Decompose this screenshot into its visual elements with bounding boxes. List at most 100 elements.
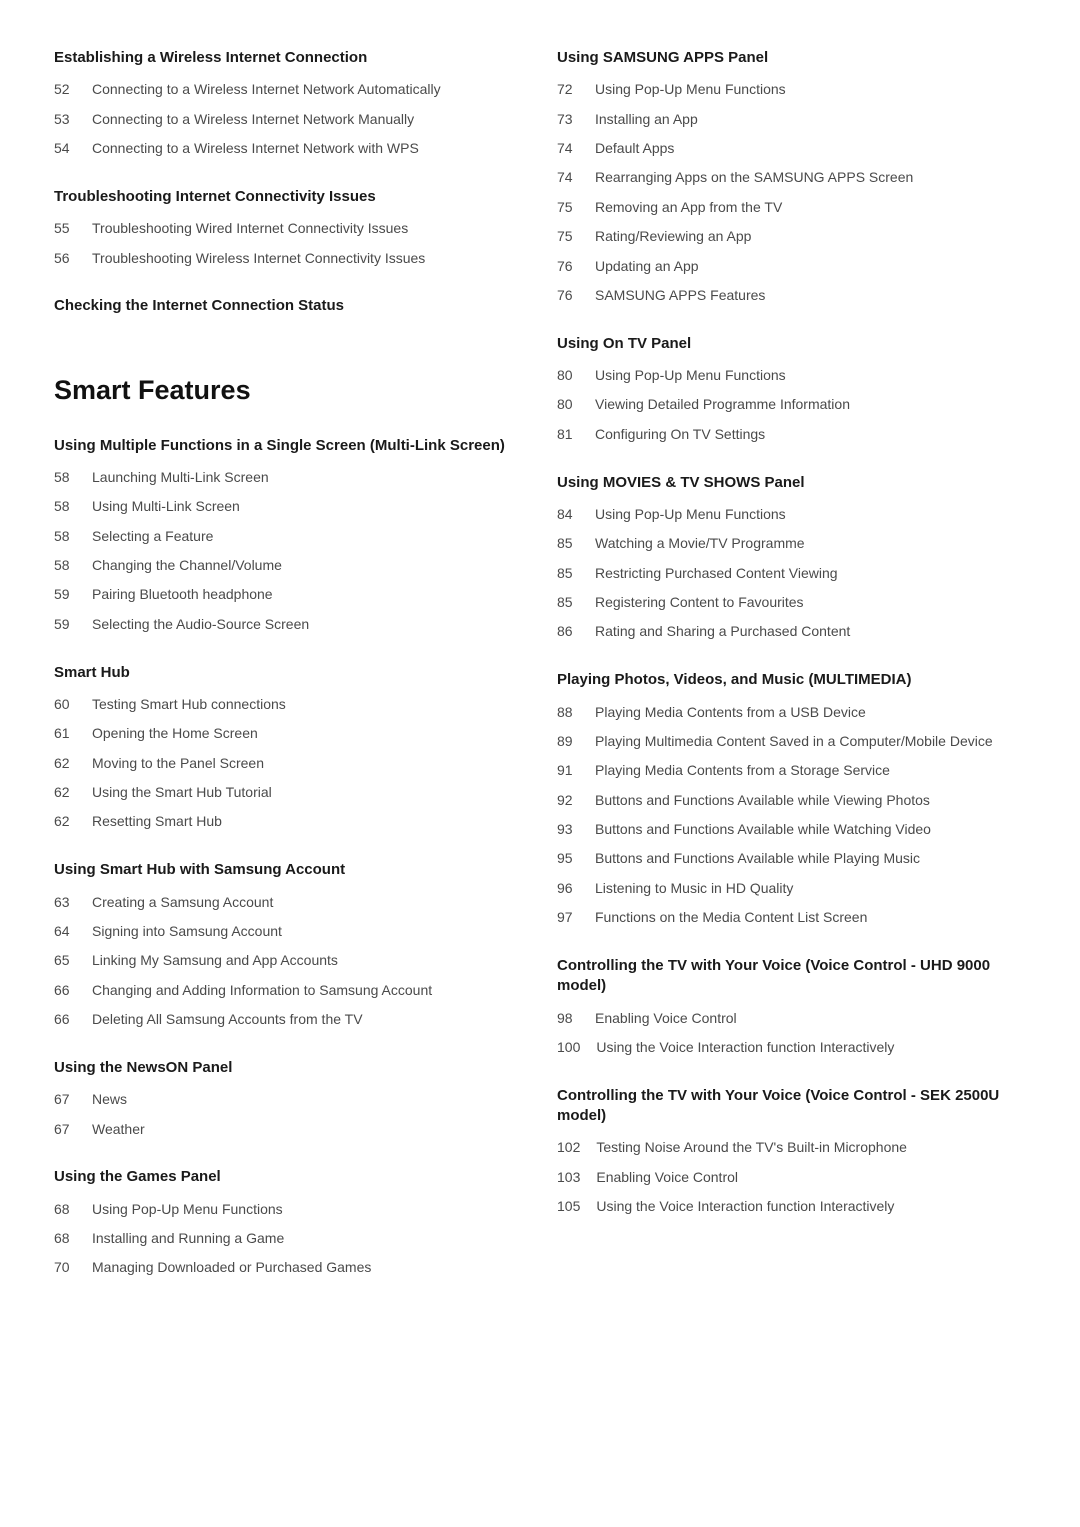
toc-page-number: 74	[557, 168, 579, 188]
toc-entry[interactable]: 86Rating and Sharing a Purchased Content	[557, 622, 1026, 642]
toc-entry[interactable]: 75Rating/Reviewing an App	[557, 227, 1026, 247]
toc-entry[interactable]: 95Buttons and Functions Available while …	[557, 849, 1026, 869]
toc-entry[interactable]: 81Configuring On TV Settings	[557, 425, 1026, 445]
toc-entry[interactable]: 67Weather	[54, 1120, 523, 1140]
toc-entry[interactable]: 93Buttons and Functions Available while …	[557, 820, 1026, 840]
toc-entry-title: Buttons and Functions Available while Wa…	[595, 820, 1026, 840]
toc-entry-title: Rating/Reviewing an App	[595, 227, 1026, 247]
toc-entry[interactable]: 64Signing into Samsung Account	[54, 922, 523, 942]
toc-entry[interactable]: 102Testing Noise Around the TV's Built-i…	[557, 1138, 1026, 1158]
toc-entry[interactable]: 53Connecting to a Wireless Internet Netw…	[54, 110, 523, 130]
section-heading[interactable]: Troubleshooting Internet Connectivity Is…	[54, 187, 523, 207]
toc-entry[interactable]: 91Playing Media Contents from a Storage …	[557, 761, 1026, 781]
toc-entry[interactable]: 84Using Pop-Up Menu Functions	[557, 505, 1026, 525]
toc-entry[interactable]: 92Buttons and Functions Available while …	[557, 791, 1026, 811]
toc-entry[interactable]: 65Linking My Samsung and App Accounts	[54, 951, 523, 971]
section-heading[interactable]: Playing Photos, Videos, and Music (MULTI…	[557, 670, 1026, 690]
toc-page-number: 85	[557, 534, 579, 554]
toc-entry-title: Installing and Running a Game	[92, 1229, 523, 1249]
toc-entry[interactable]: 58Using Multi-Link Screen	[54, 497, 523, 517]
toc-entry-title: Connecting to a Wireless Internet Networ…	[92, 139, 523, 159]
toc-entry[interactable]: 67News	[54, 1090, 523, 1110]
toc-entry[interactable]: 72Using Pop-Up Menu Functions	[557, 80, 1026, 100]
toc-entry-title: Testing Noise Around the TV's Built-in M…	[596, 1138, 1026, 1158]
section-heading[interactable]: Checking the Internet Connection Status	[54, 296, 523, 316]
section-heading[interactable]: Using the NewsON Panel	[54, 1058, 523, 1078]
toc-entry[interactable]: 88Playing Media Contents from a USB Devi…	[557, 703, 1026, 723]
toc-entry-title: SAMSUNG APPS Features	[595, 286, 1026, 306]
toc-entry-title: Selecting the Audio-Source Screen	[92, 615, 523, 635]
toc-entry[interactable]: 74Default Apps	[557, 139, 1026, 159]
toc-entry[interactable]: 56Troubleshooting Wireless Internet Conn…	[54, 249, 523, 269]
toc-entry[interactable]: 62Moving to the Panel Screen	[54, 754, 523, 774]
section-heading[interactable]: Controlling the TV with Your Voice (Voic…	[557, 956, 1026, 997]
toc-page-number: 86	[557, 622, 579, 642]
toc-entry[interactable]: 85Watching a Movie/TV Programme	[557, 534, 1026, 554]
toc-page-number: 67	[54, 1090, 76, 1110]
toc-page-number: 95	[557, 849, 579, 869]
toc-entry-title: Pairing Bluetooth headphone	[92, 585, 523, 605]
section-heading[interactable]: Using MOVIES & TV SHOWS Panel	[557, 473, 1026, 493]
toc-page-number: 56	[54, 249, 76, 269]
toc-entry[interactable]: 98Enabling Voice Control	[557, 1009, 1026, 1029]
toc-entry-title: Restricting Purchased Content Viewing	[595, 564, 1026, 584]
toc-entry[interactable]: 68Installing and Running a Game	[54, 1229, 523, 1249]
toc-entry[interactable]: 66Changing and Adding Information to Sam…	[54, 981, 523, 1001]
toc-entry[interactable]: 100Using the Voice Interaction function …	[557, 1038, 1026, 1058]
toc-entry-title: Using Pop-Up Menu Functions	[595, 505, 1026, 525]
toc-page-number: 66	[54, 981, 76, 1001]
chapter-heading[interactable]: Smart Features	[54, 375, 523, 406]
toc-page-number: 58	[54, 468, 76, 488]
toc-entry-title: Using Pop-Up Menu Functions	[92, 1200, 523, 1220]
toc-entry[interactable]: 62Resetting Smart Hub	[54, 812, 523, 832]
toc-entry[interactable]: 70Managing Downloaded or Purchased Games	[54, 1258, 523, 1278]
toc-entry[interactable]: 85Restricting Purchased Content Viewing	[557, 564, 1026, 584]
toc-entry[interactable]: 58Launching Multi-Link Screen	[54, 468, 523, 488]
toc-entry[interactable]: 58Changing the Channel/Volume	[54, 556, 523, 576]
toc-entry[interactable]: 97Functions on the Media Content List Sc…	[557, 908, 1026, 928]
toc-entry[interactable]: 58Selecting a Feature	[54, 527, 523, 547]
toc-entry[interactable]: 55Troubleshooting Wired Internet Connect…	[54, 219, 523, 239]
section-heading[interactable]: Controlling the TV with Your Voice (Voic…	[557, 1086, 1026, 1127]
toc-entry[interactable]: 105Using the Voice Interaction function …	[557, 1197, 1026, 1217]
toc-entry[interactable]: 80Viewing Detailed Programme Information	[557, 395, 1026, 415]
section-heading[interactable]: Using the Games Panel	[54, 1167, 523, 1187]
toc-entry[interactable]: 52Connecting to a Wireless Internet Netw…	[54, 80, 523, 100]
toc-entry[interactable]: 73Installing an App	[557, 110, 1026, 130]
section-heading[interactable]: Using On TV Panel	[557, 334, 1026, 354]
toc-entry[interactable]: 80Using Pop-Up Menu Functions	[557, 366, 1026, 386]
toc-entry[interactable]: 66Deleting All Samsung Accounts from the…	[54, 1010, 523, 1030]
section-heading[interactable]: Using SAMSUNG APPS Panel	[557, 48, 1026, 68]
toc-entry[interactable]: 89Playing Multimedia Content Saved in a …	[557, 732, 1026, 752]
toc-entry[interactable]: 54Connecting to a Wireless Internet Netw…	[54, 139, 523, 159]
toc-entry[interactable]: 59Pairing Bluetooth headphone	[54, 585, 523, 605]
toc-page-number: 67	[54, 1120, 76, 1140]
toc-entry-title: Buttons and Functions Available while Vi…	[595, 791, 1026, 811]
toc-entry[interactable]: 96Listening to Music in HD Quality	[557, 879, 1026, 899]
section-heading[interactable]: Establishing a Wireless Internet Connect…	[54, 48, 523, 68]
toc-entry-title: Using the Voice Interaction function Int…	[596, 1197, 1026, 1217]
toc-entry-title: Enabling Voice Control	[595, 1009, 1026, 1029]
toc-page-number: 58	[54, 497, 76, 517]
toc-page-number: 62	[54, 783, 76, 803]
toc-columns: Establishing a Wireless Internet Connect…	[54, 48, 1026, 1288]
toc-entry[interactable]: 62 Using the Smart Hub Tutorial	[54, 783, 523, 803]
section-heading[interactable]: Using Multiple Functions in a Single Scr…	[54, 436, 523, 456]
section-heading[interactable]: Using Smart Hub with Samsung Account	[54, 860, 523, 880]
toc-entry[interactable]: 76SAMSUNG APPS Features	[557, 286, 1026, 306]
toc-entry[interactable]: 63Creating a Samsung Account	[54, 893, 523, 913]
toc-entry[interactable]: 85Registering Content to Favourites	[557, 593, 1026, 613]
toc-entry[interactable]: 75Removing an App from the TV	[557, 198, 1026, 218]
toc-entry[interactable]: 60Testing Smart Hub connections	[54, 695, 523, 715]
toc-entry[interactable]: 76Updating an App	[557, 257, 1026, 277]
toc-page-number: 76	[557, 257, 579, 277]
toc-page-number: 70	[54, 1258, 76, 1278]
toc-entry-title: Using the Smart Hub Tutorial	[92, 783, 523, 803]
toc-entry[interactable]: 74Rearranging Apps on the SAMSUNG APPS S…	[557, 168, 1026, 188]
toc-entry[interactable]: 59 Selecting the Audio-Source Screen	[54, 615, 523, 635]
toc-entry[interactable]: 68Using Pop-Up Menu Functions	[54, 1200, 523, 1220]
toc-entry[interactable]: 103Enabling Voice Control	[557, 1168, 1026, 1188]
toc-entry[interactable]: 61Opening the Home Screen	[54, 724, 523, 744]
toc-page-number: 59	[54, 615, 76, 635]
section-heading[interactable]: Smart Hub	[54, 663, 523, 683]
